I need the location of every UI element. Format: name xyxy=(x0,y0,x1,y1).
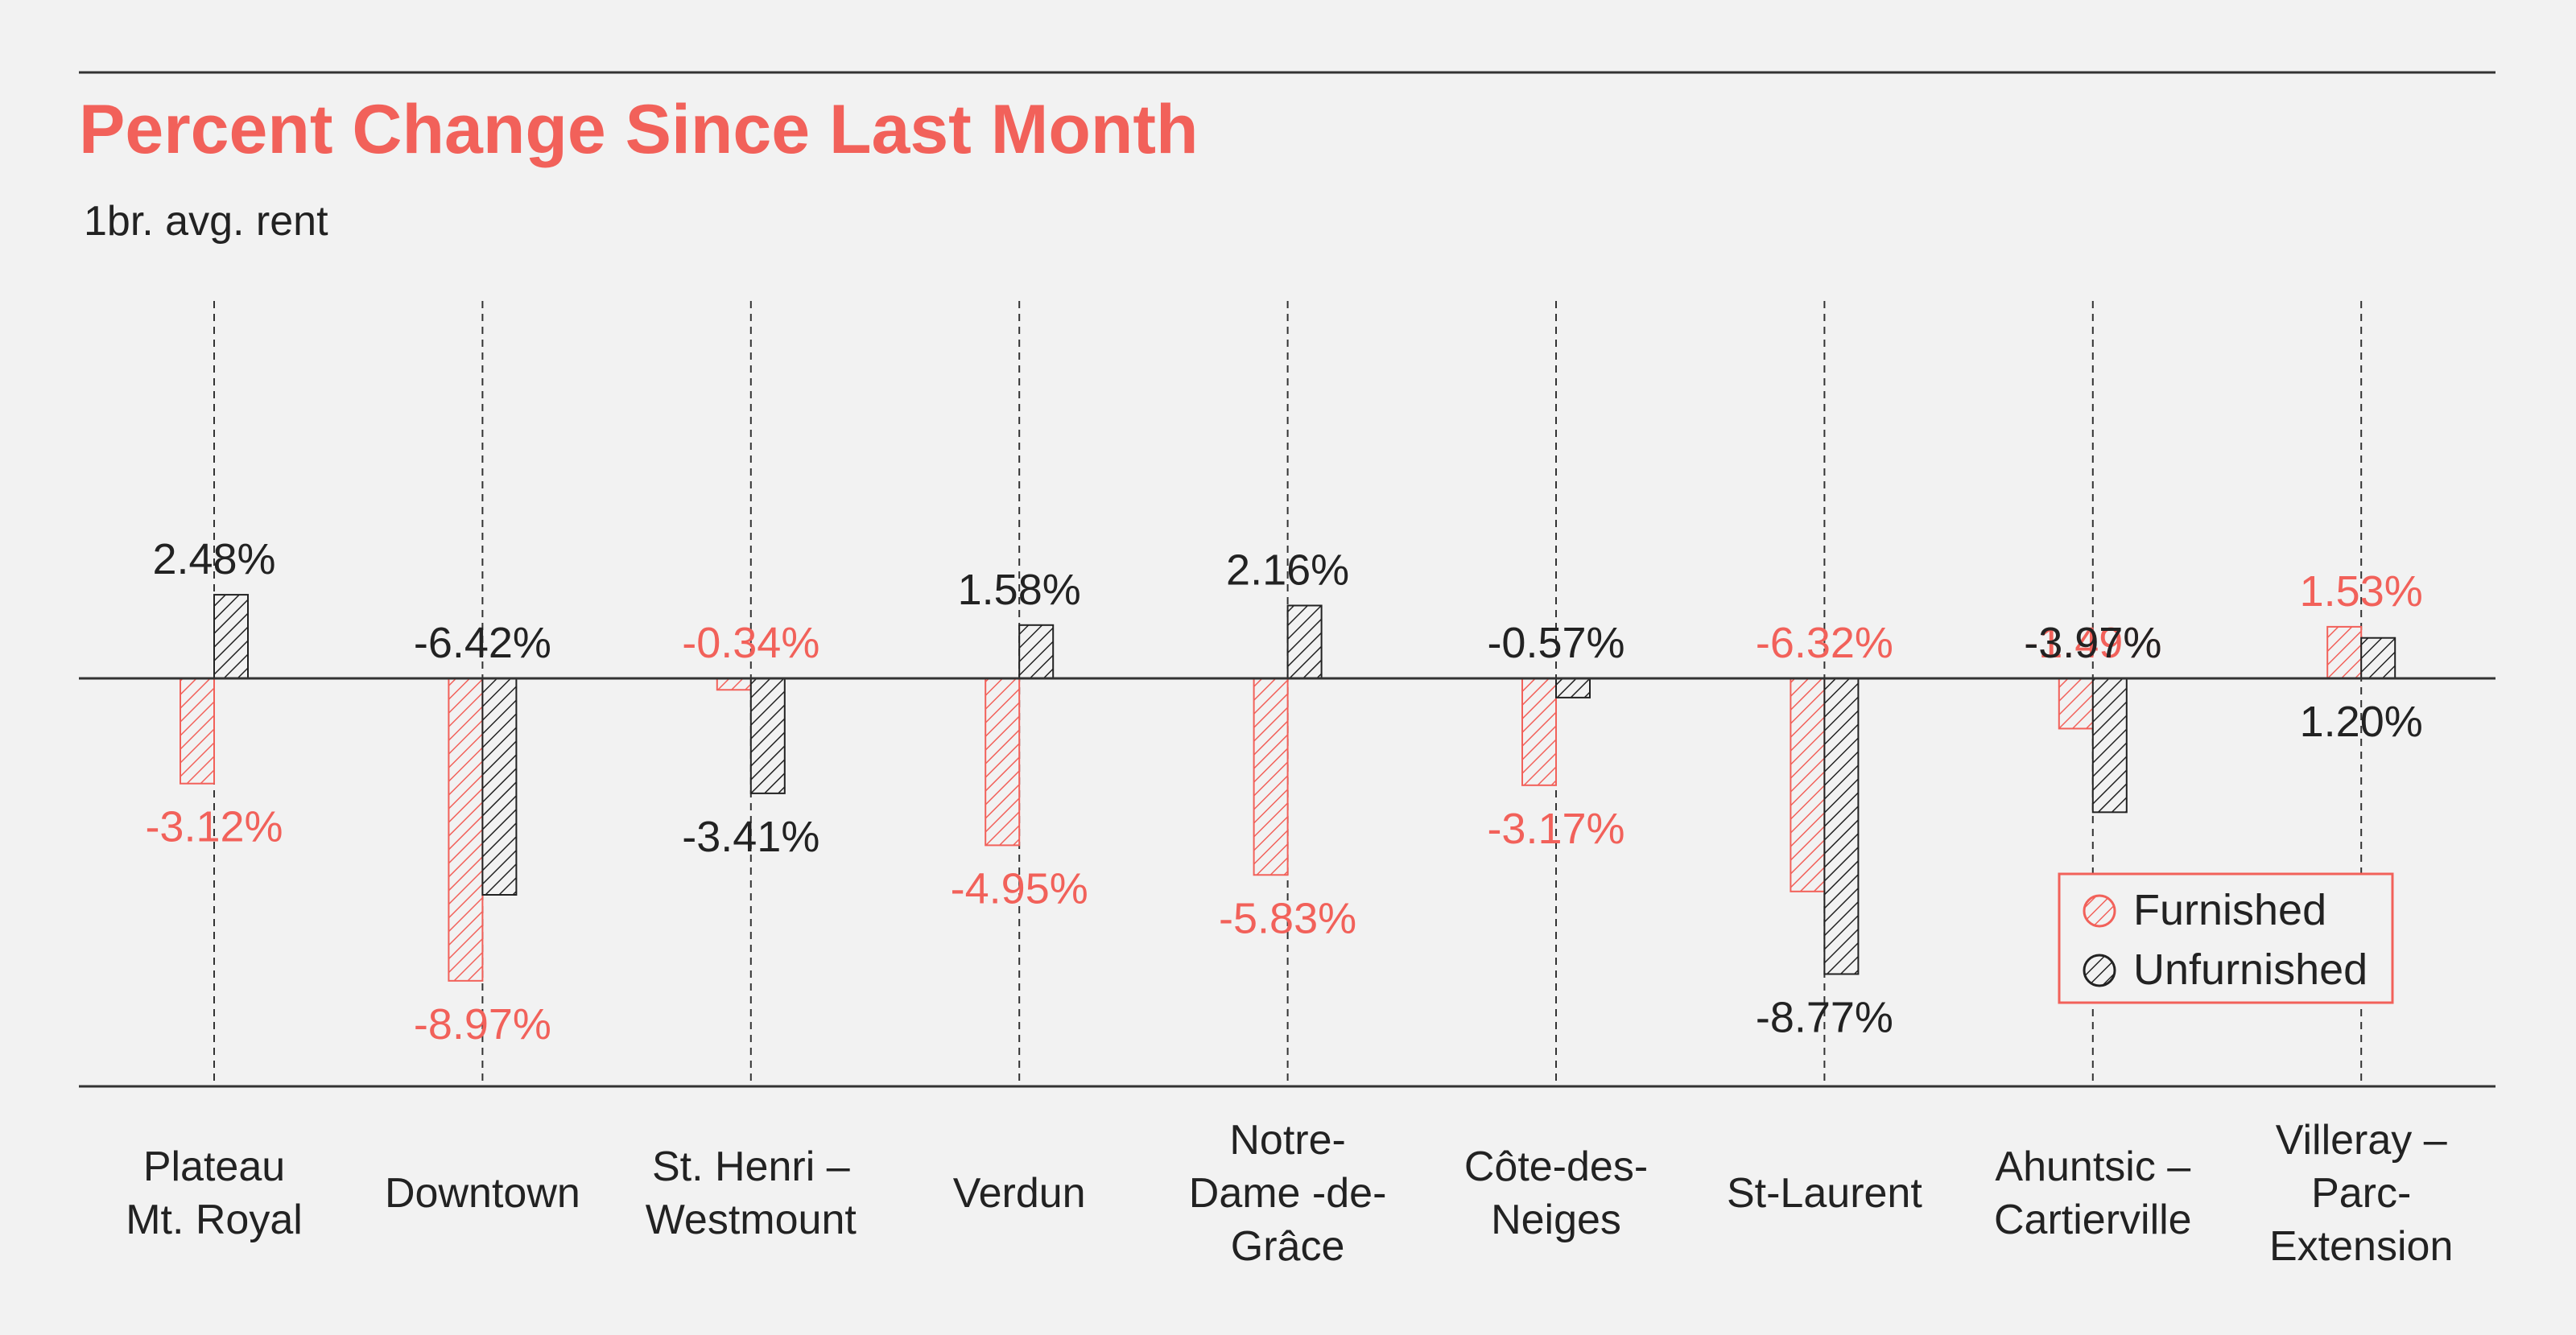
x-tick-label: Mt. Royal xyxy=(126,1197,303,1243)
bar-unfurnished xyxy=(1018,624,1055,679)
bar-furnished xyxy=(2058,678,2094,730)
x-tick-label: Parc- xyxy=(2311,1170,2411,1217)
chart-subtitle: 1br. avg. rent xyxy=(84,198,328,245)
x-tick-label: Plateau xyxy=(143,1143,285,1190)
bar-furnished xyxy=(1521,678,1557,786)
bar-furnished xyxy=(1790,678,1826,892)
data-label-unfurnished: 2.16% xyxy=(1226,546,1349,594)
x-axis-labels: Plateau Mt. Royal Downtown St. Henri – Westm… xyxy=(126,1117,2453,1270)
data-label-unfurnished: -0.57% xyxy=(1487,619,1624,667)
chart-title: Percent Change Since Last Month xyxy=(79,91,1199,168)
data-label-unfurnished: 1.20% xyxy=(2300,698,2423,746)
x-tick-label: St. Henri – xyxy=(652,1143,850,1190)
x-tick-label: Cartierville xyxy=(1994,1197,2192,1243)
legend-label-unfurnished: Unfurnished xyxy=(2133,946,2368,994)
data-label-furnished: -1.49% xyxy=(2024,619,2161,667)
data-label-furnished: -3.17% xyxy=(1487,805,1624,853)
x-tick-label: Neiges xyxy=(1491,1197,1621,1243)
data-label-furnished: -3.12% xyxy=(145,803,283,851)
legend: Furnished Unfurnished xyxy=(2058,872,2394,1004)
bar-unfurnished xyxy=(749,678,786,794)
data-label-unfurnished: 1.58% xyxy=(958,566,1081,614)
bars xyxy=(180,594,2396,982)
data-label-furnished: -0.34% xyxy=(682,619,819,667)
x-tick-label: Extension xyxy=(2269,1223,2453,1270)
data-label-furnished: 1.53% xyxy=(2300,567,2423,616)
bar-unfurnished xyxy=(2091,678,2128,814)
x-tick-label: Downtown xyxy=(385,1170,580,1217)
data-label-unfurnished: -6.42% xyxy=(414,619,551,667)
x-tick-label: Ahuntsic – xyxy=(1995,1143,2190,1190)
data-label-unfurnished: 2.48% xyxy=(152,535,275,583)
bar-furnished xyxy=(985,678,1021,847)
legend-swatch-unfurnished xyxy=(2083,954,2116,987)
data-label-furnished: -6.32% xyxy=(1756,619,1893,667)
bar-furnished xyxy=(716,678,752,691)
bar-unfurnished xyxy=(1555,678,1591,698)
bar-furnished xyxy=(448,678,484,982)
x-tick-label: Côte-des- xyxy=(1464,1143,1648,1190)
bar-furnished xyxy=(1253,678,1289,876)
bar-unfurnished xyxy=(481,678,518,896)
x-tick-label: Westmount xyxy=(646,1197,857,1243)
legend-box xyxy=(2058,872,2394,1004)
x-tick-label: Grâce xyxy=(1231,1223,1345,1270)
bar-unfurnished xyxy=(213,594,249,680)
x-tick-label: St-Laurent xyxy=(1727,1170,1922,1217)
bar-unfurnished xyxy=(2360,637,2396,679)
value-labels: -3.12% -8.97% -0.34% -4.95% -5.83% -3.17% -6.3… xyxy=(145,535,2422,1049)
bar-furnished xyxy=(180,678,215,785)
legend-swatch-furnished xyxy=(2083,894,2116,928)
legend-label-furnished: Furnished xyxy=(2133,886,2326,934)
data-label-furnished: -4.95% xyxy=(951,864,1088,913)
x-tick-label: Verdun xyxy=(953,1170,1086,1217)
data-label-unfurnished: -8.77% xyxy=(1756,993,1893,1041)
data-label-unfurnished: -3.41% xyxy=(682,813,819,861)
x-tick-label: Dame -de- xyxy=(1189,1170,1387,1217)
data-label-furnished: -5.83% xyxy=(1219,894,1356,942)
data-label-unfurnished: -3.97% xyxy=(2024,619,2161,667)
bar-unfurnished xyxy=(1823,678,1860,975)
x-tick-label: Notre- xyxy=(1229,1117,1345,1164)
x-tick-label: Villeray – xyxy=(2276,1117,2447,1164)
bar-furnished xyxy=(2326,625,2363,680)
bar-unfurnished xyxy=(1286,604,1323,679)
data-label-furnished: -8.97% xyxy=(414,1000,551,1049)
